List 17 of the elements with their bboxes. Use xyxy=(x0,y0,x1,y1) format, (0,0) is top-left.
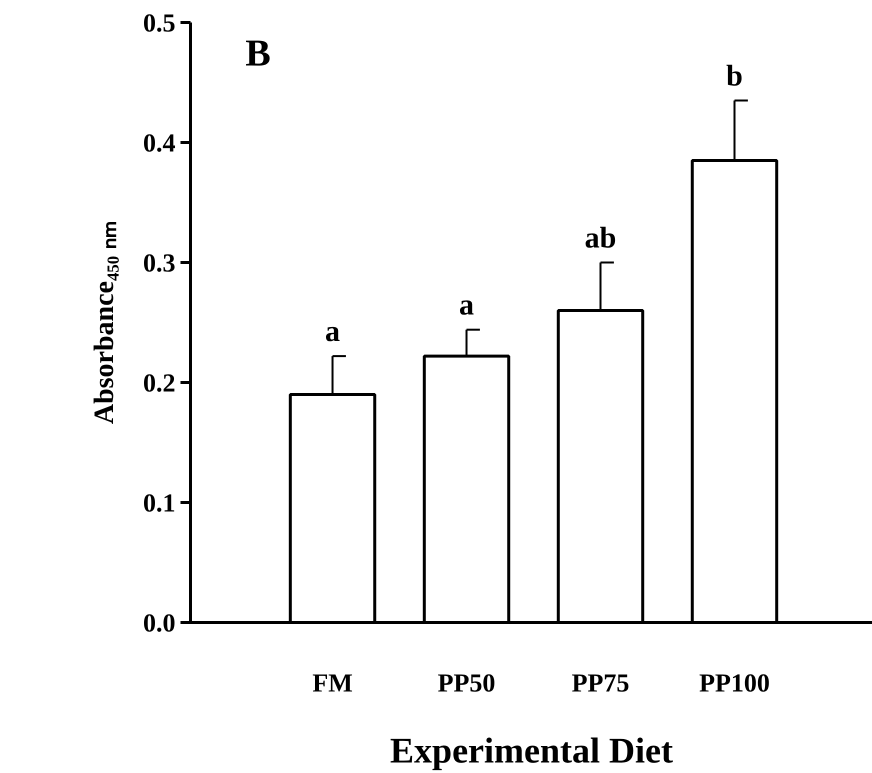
annotation: a xyxy=(325,315,340,348)
annotation: ab xyxy=(584,222,616,254)
x-tick-label: FM xyxy=(312,668,353,698)
annotation: b xyxy=(726,60,743,92)
annotation: B xyxy=(245,32,271,74)
y-axis-title: Absorbance₄₅₀ ₙₘ xyxy=(89,220,120,424)
x-axis-title: Experimental Diet xyxy=(390,730,673,770)
y-tick-label: 0.4 xyxy=(143,128,176,158)
x-tick-label: PP100 xyxy=(699,668,770,698)
y-tick-label: 0.1 xyxy=(143,488,176,518)
x-tick-label: PP50 xyxy=(438,668,496,698)
y-tick-label: 0.0 xyxy=(143,608,176,638)
annotation: a xyxy=(459,288,474,322)
y-tick-label: 0.5 xyxy=(143,8,176,38)
y-tick-label: 0.3 xyxy=(143,248,176,278)
y-tick-label: 0.2 xyxy=(143,368,176,398)
x-tick-label: PP75 xyxy=(572,668,630,698)
